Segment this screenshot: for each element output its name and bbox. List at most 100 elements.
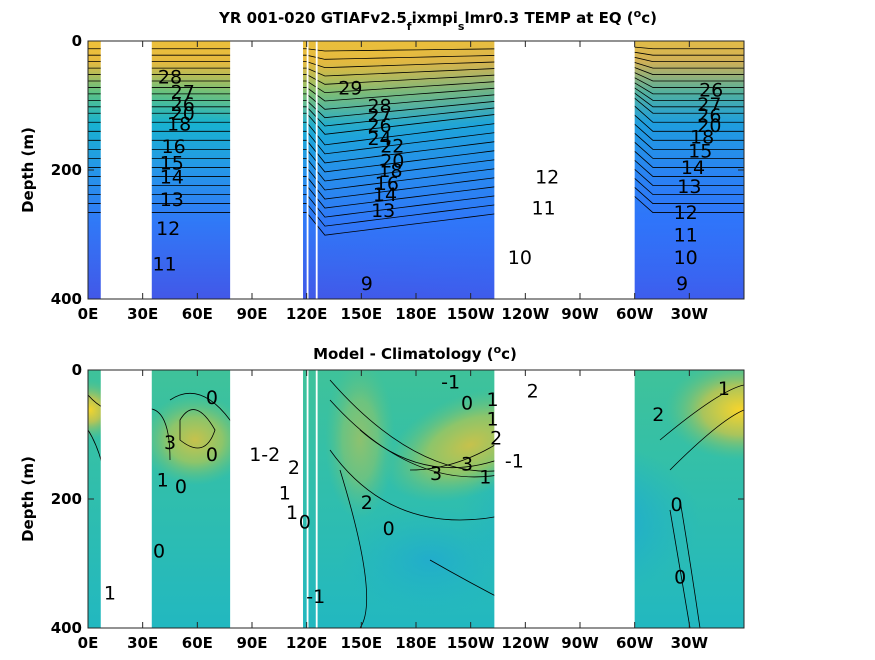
isotherm-line [88,77,744,102]
contour-label: 2 [288,457,300,479]
x-tick-label: 60W [616,305,654,323]
x-tick-label: 180E [395,634,437,652]
land-mask-region [306,41,309,299]
isotherm-line [88,82,744,110]
contour-label: 26 [697,105,721,127]
contour-label: 11 [152,254,176,276]
land-mask-region [100,370,152,628]
isotherm-line [88,92,744,127]
contour-label: 15 [688,141,712,163]
contour-label: 3 [461,454,473,476]
y-tick-label: 0 [72,361,82,379]
contour-label: 14 [373,184,397,206]
bottom-land-mask [100,370,635,628]
top-contour-lines [88,46,744,236]
isotherm-line [88,132,744,173]
contour-label: 11 [531,197,555,219]
top-panel: YR 001-020 GTIAFv2.5fixmpislmr0.3 TEMP a… [19,7,745,323]
land-mask-region [494,41,635,299]
contour-label: 22 [380,135,404,157]
contour-label: 0 [674,566,686,588]
top-land-mask [100,41,635,299]
x-tick-label: 150W [447,634,495,652]
contour-label: 0 [206,444,218,466]
contour-label: 1 [486,389,498,411]
contour-label: 0 [153,541,165,563]
anomaly-contour-line [339,469,368,628]
isotherm-line [88,72,744,94]
isotherm-line [88,87,744,119]
bottom-heatmap-field [88,370,744,628]
isotherm-line [88,168,744,209]
contour-label: 0 [206,387,218,409]
contour-label: 1 [486,408,498,430]
land-mask-region [230,41,304,299]
isotherm-line [88,62,744,77]
anomaly-contour-line [659,384,744,441]
contour-label: 2 [361,492,373,514]
contour-label: -1 [441,372,460,394]
isotherm-line [88,123,744,164]
anomaly-contour-line [679,499,701,628]
contour-label: 26 [367,115,391,137]
anomaly-contour-line [669,509,691,628]
x-tick-label: 90E [236,634,267,652]
contour-label: 15 [160,152,184,174]
contour-label: 13 [371,200,395,222]
contour-label: 28 [367,96,391,118]
x-tick-label: 30W [671,634,709,652]
contour-label: 1 [104,583,116,605]
top-panel-title: YR 001-020 GTIAFv2.5fixmpislmr0.3 TEMP a… [218,7,657,33]
land-mask-region [315,370,318,628]
contour-label: 13 [160,189,184,211]
x-tick-label: 150W [447,305,495,323]
y-tick-label: 200 [51,490,82,508]
bottom-y-axis-title: Depth (m) [19,456,37,542]
contour-label: 1 [479,466,491,488]
land-mask-region [494,370,635,628]
x-tick-label: 120E [286,634,328,652]
contour-label: 24 [367,128,391,150]
contour-label: -1 [505,450,524,472]
x-tick-label: 90W [561,305,599,323]
isotherm-line [88,159,744,200]
isotherm-line [88,141,744,182]
y-tick-label: 400 [51,619,82,637]
bottom-panel-title: Model - Climatology (oc) [313,343,517,363]
contour-label: 14 [681,157,705,179]
anomaly-contour-line [179,409,216,449]
top-contour-labels: 2827262018161514131211292827262422201816… [152,66,723,294]
isotherm-line [88,177,744,218]
x-tick-label: 180E [395,305,437,323]
contour-label: 26 [699,79,723,101]
contour-label: 27 [171,81,195,103]
contour-label: 12 [535,166,559,188]
isotherm-line [88,67,744,85]
contour-label: 1 [718,378,730,400]
contour-label: -1 [306,586,325,608]
isotherm-line [88,97,744,135]
contour-label: 0 [671,494,683,516]
x-tick-label: 60E [182,634,213,652]
isotherm-line [88,56,744,69]
contour-label: 1 [286,502,298,524]
isotherm-line [88,105,744,146]
contour-label: 12 [156,218,180,240]
top-y-axis-title: Depth (m) [19,127,37,213]
contour-label: 28 [158,66,182,88]
x-tick-label: 90E [236,305,267,323]
y-tick-label: 400 [51,290,82,308]
isotherm-line [88,150,744,191]
x-tick-label: 60E [182,305,213,323]
contour-label: 11 [674,225,698,247]
land-mask-region [100,41,152,299]
x-tick-label: 60W [616,634,654,652]
isotherm-line [88,186,744,227]
contour-label: 16 [375,173,399,195]
contour-label: 20 [380,150,404,172]
contour-label: 1 [279,483,291,505]
contour-label: 10 [508,247,532,269]
